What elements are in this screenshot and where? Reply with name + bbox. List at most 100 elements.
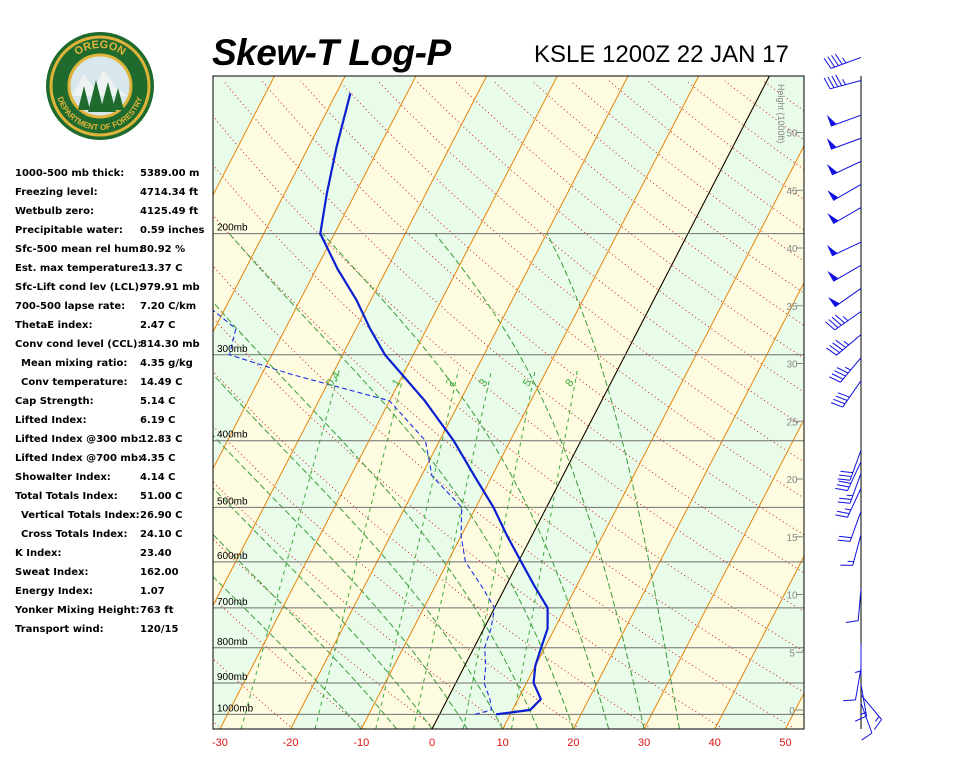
wind-barb-staff [833,184,862,201]
wind-barb [837,449,862,481]
stat-label: Lifted Index @300 mb: [15,434,142,445]
dewpoint-trace [213,309,496,715]
wind-barb-half-flag [844,366,851,371]
stat-row: Conv temperature: 14.49 C [15,377,215,396]
stat-label: Precipitable water: [15,225,123,236]
stat-row: Sweat Index: 162.00 [15,567,215,586]
stat-label: Conv temperature: [21,377,128,388]
wind-barb-staff [849,511,862,542]
wind-barb-pennant [826,137,837,150]
wind-barb-flag [835,487,848,492]
stat-value: 6.19 C [140,415,176,426]
wind-barb [827,207,862,225]
x-tick-label: 0 [429,737,435,749]
stat-label: Wetbulb zero: [15,206,94,217]
wind-barb-staff [847,461,862,491]
moist-adiabat [546,233,680,729]
x-tick-label: 30 [638,737,650,749]
stat-row: Conv cond level (CCL): 814.30 mb [15,339,215,358]
stat-value: 12.83 C [140,434,183,445]
stat-value: 979.91 mb [140,282,200,293]
stat-label: Showalter Index: [15,472,111,483]
mixing-ratio-line [412,369,493,729]
isotherm-line [213,76,346,333]
oregon-department-of-forestry-logo: OREGON DEPARTMENT OF FORESTRY [46,32,154,140]
wind-barb [827,184,862,201]
wind-barb-half-flag [842,79,846,85]
mixing-ratio-label: 2 [444,377,457,389]
wind-barb-staff [847,488,862,518]
stat-value: 763 ft [140,605,174,616]
pressure-label: 200mb [217,223,248,234]
wind-barb-half-flag [846,494,853,497]
height-tick-label: 35 [786,302,798,313]
temperature-trace [319,92,549,716]
wind-barb [860,702,873,741]
x-tick-label: -30 [212,737,228,749]
isotherm-band [432,76,804,729]
wind-barb-staff [831,160,862,176]
height-tick-label: 15 [786,533,798,544]
wind-barb-flag [836,484,850,488]
isotherm-line [213,76,275,197]
stat-value: 120/15 [140,624,179,635]
wind-barb-half-flag [842,316,849,322]
wind-barb [827,264,862,282]
stat-value: 80.92 % [140,244,186,255]
plot-layers [0,76,804,729]
stat-row: Lifted Index @300 mb: 12.83 C [15,434,215,453]
stat-row: Precipitable water: 0.59 inches [15,225,215,244]
stat-label: Vertical Totals Index: [21,510,140,521]
stat-row: Energy Index: 1.07 [15,586,215,605]
wind-barb-flag [827,56,836,68]
stat-value: 1.07 [140,586,165,597]
pressure-label: 1000mb [217,703,254,714]
stat-row: Lifted Index: 6.19 C [15,415,215,434]
wind-barb-flag [834,370,846,377]
stat-value: 0.59 inches [140,225,205,236]
isotherm-line [213,76,417,470]
wind-barb-flag [839,535,852,539]
stat-label: Yonker Mixing Height: [15,605,140,616]
wind-barb-flag [837,501,851,504]
stat-value: 4125.49 ft [140,206,199,217]
height-tick-label: 45 [786,186,798,197]
height-tick-label: 10 [786,591,798,602]
dry-adiabat [213,425,581,729]
height-axis-label: Height (1000ft) [776,84,786,144]
pressure-label: 800mb [217,637,248,648]
stat-row: Transport wind: 120/15 [15,624,215,643]
stat-row: Vertical Totals Index: 26.90 C [15,510,215,529]
wind-barb [837,511,862,542]
height-tick-label: 0 [789,706,795,717]
wind-barb-flag [845,620,859,624]
wind-barb-half-flag [860,711,867,716]
wind-barb-staff [849,449,862,481]
wind-barb-pennant [827,190,839,201]
stat-value: 4.35 C [140,453,176,464]
wind-barb-staff [849,473,862,504]
wind-barb [823,53,862,69]
svg-text:OREGON: OREGON [72,39,127,58]
moist-adiabat [213,533,397,729]
isotherm-line [785,692,804,729]
height-tick-label: 40 [786,244,798,255]
plot-frame [212,75,805,730]
moist-adiabat [213,301,539,729]
logo-top-text: OREGON [72,39,127,58]
wind-barb [835,488,862,518]
wind-barb [827,288,862,308]
stat-value: 24.10 C [140,529,183,540]
x-tick-label: -10 [353,737,369,749]
wind-barb-flag [861,732,873,741]
wind-barb-flag [855,715,867,722]
wind-barb-pennant [826,164,838,175]
height-tick-label: 20 [786,475,798,486]
dry-adiabat [0,81,150,729]
stat-label: K Index: [15,548,62,559]
stat-row: Sfc-Lift cond lev (LCL): 979.91 mb [15,282,215,301]
wind-barb-flag [832,342,843,351]
isotherm-line [714,555,804,729]
stat-row: Cross Totals Index: 24.10 C [15,529,215,548]
mixing-ratio-label: 8 [563,377,576,389]
